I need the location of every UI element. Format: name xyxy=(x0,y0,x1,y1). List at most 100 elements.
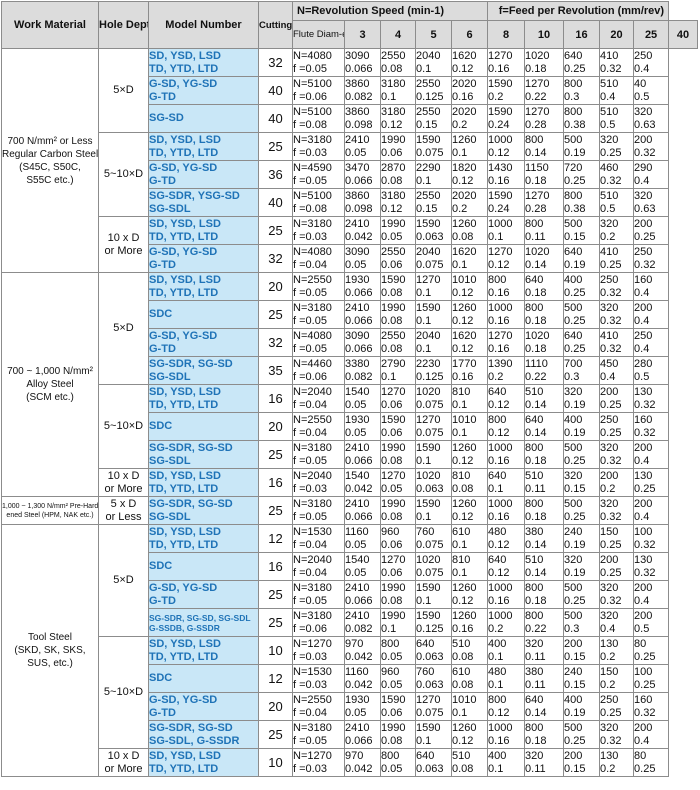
revolution-value: 1620 xyxy=(452,245,477,258)
feed-value: 0.5 xyxy=(634,370,650,383)
revolution-value: 1000 xyxy=(488,609,513,622)
revolution-value: 1590 xyxy=(416,581,441,594)
revolution-value: 1270 xyxy=(416,413,441,426)
feed-value: 0.11 xyxy=(525,482,546,495)
value-cell: 800 0.18 xyxy=(524,496,565,525)
revolution-value: 3860 xyxy=(345,77,370,90)
value-cell: 320 0.25 xyxy=(599,132,635,161)
value-cell: 2550 0.15 xyxy=(415,188,452,217)
value-cell: 200 0.4 xyxy=(633,440,670,469)
cutting-speed-cell: 10 xyxy=(258,636,293,665)
feed-value: 0.4 xyxy=(634,342,650,355)
table-row: G-SD, YG-SD G-TD 32 N=4080 f =0.05 3090 0.066 2… xyxy=(2,328,698,357)
value-cell: 200 0.25 xyxy=(633,216,670,245)
model-number-line: TD, YTD, LTD xyxy=(149,650,219,663)
revolution-value: 1000 xyxy=(488,133,513,146)
table-row: 5~10×D SD, YSD, LSD TD, YTD, LTD 25 N=3180 f … xyxy=(2,132,698,217)
work-material-line: S55C etc.) xyxy=(26,174,74,186)
revolution-value: 1270 xyxy=(488,245,513,258)
feed-value: 0.05 xyxy=(345,426,367,439)
feed-value: 0.32 xyxy=(600,342,622,355)
revolution-value: 800 xyxy=(525,217,544,230)
revolution-value: 320 xyxy=(600,217,619,230)
feed-value: 0.05 xyxy=(345,146,367,159)
revolution-value: 2550 xyxy=(381,49,406,62)
value-cell: 1000 0.16 xyxy=(487,580,526,609)
revolution-value: 1020 xyxy=(416,385,441,398)
value-cell: 320 0.19 xyxy=(563,384,601,413)
model-number-cell: SD, YSD, LSD TD, YTD, LTD xyxy=(148,272,259,301)
feed-value: 0.08 xyxy=(381,734,403,747)
feed-value: 0.1 xyxy=(488,650,504,663)
value-cell: 1260 0.12 xyxy=(450,300,489,329)
revolution-value: 810 xyxy=(452,469,471,482)
revolution-value: 410 xyxy=(600,245,619,258)
value-cell: 510 0.4 xyxy=(599,76,635,105)
value-cell: 2040 0.1 xyxy=(415,48,452,77)
revolution-value: 640 xyxy=(488,469,507,482)
revolution-value: 1010 xyxy=(452,413,477,426)
feed-value: f =0.08 xyxy=(293,202,327,215)
revolution-value: 510 xyxy=(600,189,619,202)
base-revolution-feed-cell: N=2040 f =0.03 xyxy=(292,468,345,497)
feed-value: 0.05 xyxy=(381,762,403,775)
feed-value: 0.1 xyxy=(416,62,432,75)
feed-value: 0.06 xyxy=(381,398,403,411)
feed-value: 0.25 xyxy=(564,286,586,299)
cutting-speed-cell: 25 xyxy=(258,216,293,245)
model-number-cell: SG-SDR, YSG-SD SG-SDL xyxy=(148,188,259,217)
revolution-value: N=3180 xyxy=(293,133,332,146)
revolution-value: N=4080 xyxy=(293,245,332,258)
feed-value: 0.2 xyxy=(488,90,504,103)
value-cell: 2410 0.066 xyxy=(344,300,381,329)
value-cell: 1820 0.12 xyxy=(450,160,489,189)
value-cell: 1160 0.042 xyxy=(344,664,381,693)
value-cell: 2410 0.066 xyxy=(344,496,381,525)
value-cell: 1990 0.05 xyxy=(380,216,416,245)
value-cell: 640 0.12 xyxy=(487,552,526,581)
value-cell: 200 0.4 xyxy=(633,720,670,749)
revolution-value: 320 xyxy=(600,581,619,594)
feed-value: 0.32 xyxy=(634,706,656,719)
revolution-value: 2020 xyxy=(452,77,477,90)
value-cell: 500 0.25 xyxy=(563,720,601,749)
feed-value: 0.24 xyxy=(488,202,510,215)
feed-value: 0.4 xyxy=(634,314,650,327)
feed-value: 0.08 xyxy=(381,174,403,187)
revolution-value: 1590 xyxy=(416,133,441,146)
feed-value: 0.28 xyxy=(525,202,547,215)
value-cell: 1160 0.05 xyxy=(344,524,381,553)
feed-value: 0.066 xyxy=(345,286,373,299)
value-cell: 2020 0.2 xyxy=(450,104,489,133)
cutting-speed-cell: 32 xyxy=(258,328,293,357)
feed-value: 0.32 xyxy=(600,314,622,327)
feed-value: 0.06 xyxy=(381,566,403,579)
revolution-value: 1590 xyxy=(488,105,513,118)
feed-value: 0.06 xyxy=(381,258,403,271)
revolution-value: 320 xyxy=(634,189,653,202)
work-material-cell: 1,000 ~ 1,300 N/mm² Pre-Hard-ened Steel … xyxy=(1,496,99,525)
work-material-line: ened Steel (HPM, NAK etc.) xyxy=(6,511,94,519)
table-row: 700 N/mm² or Less Regular Carbon Steel (S4… xyxy=(1,48,698,273)
model-number-line: SDC xyxy=(149,672,173,684)
feed-value: 0.05 xyxy=(381,482,403,495)
revolution-value: 500 xyxy=(564,217,583,230)
feed-value: 0.12 xyxy=(452,454,474,467)
feed-value: 0.25 xyxy=(564,62,586,75)
revolution-value: 640 xyxy=(525,693,544,706)
revolution-value: N=3180 xyxy=(293,609,332,622)
revolution-value: 2230 xyxy=(416,357,441,370)
revolution-value: 1260 xyxy=(452,441,477,454)
value-cell: 500 0.15 xyxy=(563,216,601,245)
revolution-value: 160 xyxy=(634,413,653,426)
value-cell: 510 0.14 xyxy=(524,384,565,413)
revolution-value: 130 xyxy=(634,469,653,482)
value-cell: 510 0.5 xyxy=(599,188,635,217)
model-number-line: SG-SDL, G-SSDR xyxy=(149,734,240,747)
revolution-value: N=4460 xyxy=(293,357,332,370)
revolution-value: 1160 xyxy=(345,665,369,678)
value-cell: 400 0.1 xyxy=(487,636,526,665)
cutting-speed-cell: 25 xyxy=(258,132,293,161)
